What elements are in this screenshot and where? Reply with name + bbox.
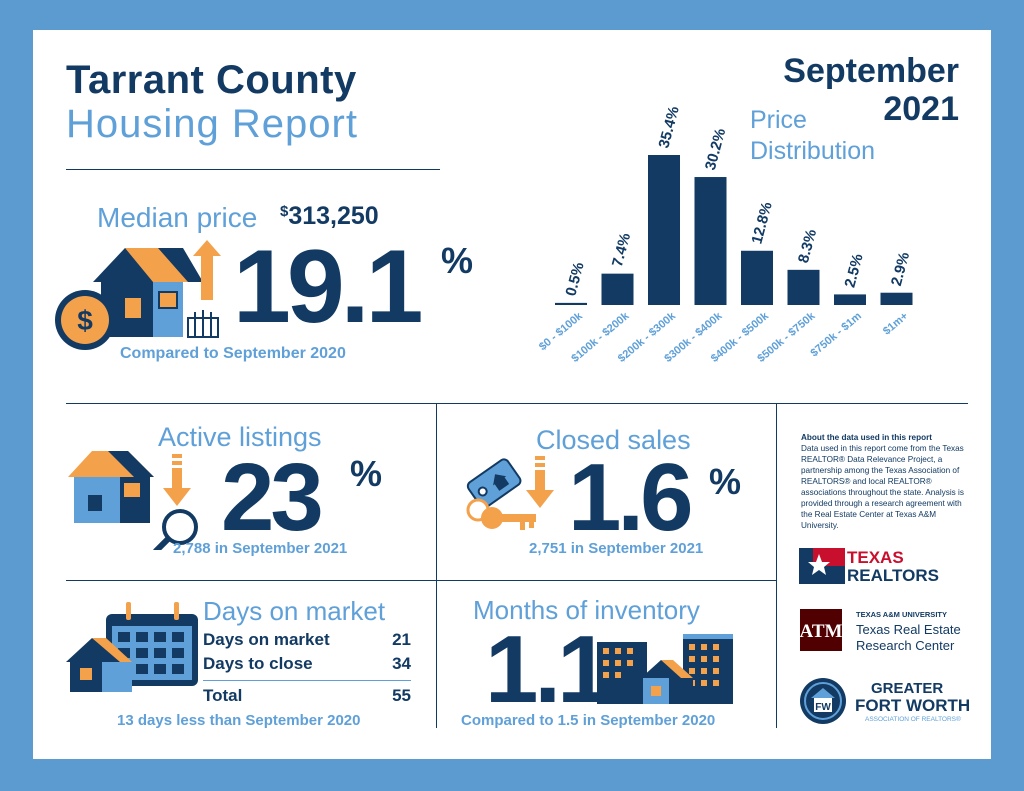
bar-3 (694, 177, 727, 305)
report-subtitle: Housing Report (66, 102, 358, 146)
bar-value-label-0: 0.5% (562, 260, 587, 297)
active-listings-change: 23 (221, 444, 324, 551)
section-divider-1 (66, 403, 968, 404)
closed-percent-sign: % (709, 461, 742, 502)
active-listings-label: Active listings (158, 422, 322, 452)
days-on-market-label: Days on market (203, 596, 386, 626)
bar-value-label-3: 30.2% (702, 127, 729, 172)
report-month: September (783, 52, 959, 90)
dom-total-label: Total (203, 686, 243, 705)
active-listings-caption: 2,788 in September 2021 (173, 540, 348, 557)
calendar-house-icon (66, 602, 198, 692)
bar-value-label-5: 8.3% (795, 227, 820, 264)
bar-value-label-6: 2.5% (841, 252, 866, 289)
category-tick-6: $750k - $1m (808, 310, 864, 359)
chart-title-line2: Distribution (750, 137, 876, 165)
dom-total-value: 55 (392, 686, 411, 705)
closed-sales-caption: 2,751 in September 2021 (529, 540, 704, 557)
category-tick-7: $1m+ (881, 310, 911, 337)
about-heading: About the data used in this report (801, 433, 933, 442)
dom-total-divider (203, 680, 411, 681)
bar-0 (555, 302, 587, 305)
months-inventory-value: 1.1 (485, 616, 610, 723)
months-inventory-label: Months of inventory (473, 595, 700, 625)
section-divider-2 (66, 580, 776, 581)
median-percent-sign: % (441, 240, 474, 281)
median-change: 19.1 (233, 229, 423, 345)
category-tick-0: $0 - $100k (537, 310, 586, 354)
texas-realtors-logo (799, 548, 845, 584)
texas-realtors-line1: TEXAS (847, 548, 904, 567)
chart-title-line1: Price (750, 106, 807, 134)
gfw-line2: FORT WORTH (855, 696, 971, 715)
tamu-line2: Texas Real Estate (856, 622, 961, 637)
bar-value-label-1: 7.4% (609, 231, 634, 268)
bar-4 (741, 250, 773, 305)
bar-7 (880, 292, 913, 305)
median-price-value: 313,250 (288, 202, 379, 230)
texas-realtors-line2: REALTORS (847, 566, 939, 585)
about-body: Data used in this report come from the T… (801, 444, 964, 530)
bar-value-label-2: 35.4% (655, 105, 682, 150)
house-key-icon (466, 458, 536, 530)
arrow-down-icon-closed (526, 456, 554, 508)
tamu-line3: Research Center (856, 638, 955, 653)
closed-sales-change: 1.6 (568, 444, 693, 551)
bar-6 (834, 294, 866, 305)
dom-row-value-2: 34 (392, 654, 411, 673)
gfw-line3: ASSOCIATION OF REALTORS® (865, 716, 961, 723)
median-price-label: Median price (97, 202, 258, 233)
tamu-logo: ATM (800, 609, 842, 651)
bar-value-label-7: 2.9% (888, 250, 913, 287)
column-divider-1 (436, 403, 437, 728)
report-year: 2021 (883, 90, 959, 128)
report-card: Tarrant County Housing Report September … (33, 30, 991, 759)
column-divider-2 (776, 403, 777, 728)
bar-5 (787, 269, 820, 305)
tamu-line1: TEXAS A&M UNIVERSITY (856, 610, 947, 619)
arrow-up-icon (193, 240, 221, 300)
dom-row-label-2: Days to close (203, 654, 313, 673)
dom-row-label-1: Days on market (203, 630, 330, 649)
house-money-icon: $ (55, 248, 219, 350)
greater-fort-worth-logo: FW (800, 678, 846, 724)
median-price-value-wrap: $313,250 (280, 202, 379, 231)
svg-text:ATM: ATM (800, 621, 842, 642)
gfw-line1: GREATER (871, 680, 944, 697)
report-title: Tarrant County (66, 58, 357, 102)
bar-2 (648, 155, 680, 305)
arrow-down-icon (163, 454, 191, 506)
months-inventory-caption: Compared to 1.5 in September 2020 (461, 712, 716, 729)
median-price-currency: $ (280, 203, 289, 220)
bar-value-label-4: 12.8% (748, 200, 775, 245)
svg-text:FW: FW (815, 702, 831, 713)
active-percent-sign: % (350, 453, 383, 494)
title-divider (66, 169, 440, 170)
median-caption: Compared to September 2020 (120, 345, 346, 362)
days-on-market-caption: 13 days less than September 2020 (117, 712, 361, 729)
closed-sales-label: Closed sales (536, 425, 691, 455)
bar-1 (601, 273, 634, 305)
buildings-icon (597, 634, 733, 704)
dom-row-value-1: 21 (392, 630, 411, 649)
svg-text:$: $ (77, 305, 93, 336)
house-search-icon (68, 451, 198, 550)
